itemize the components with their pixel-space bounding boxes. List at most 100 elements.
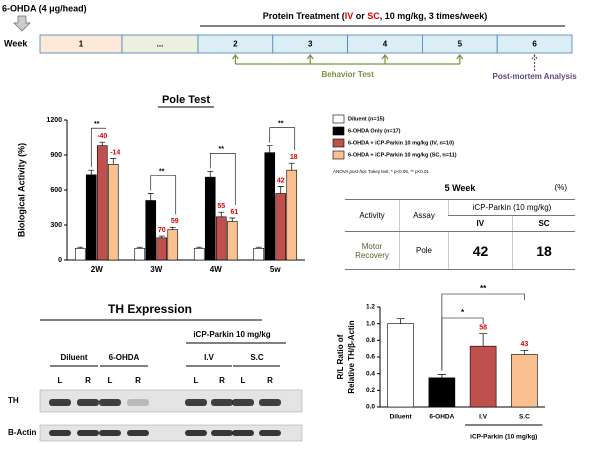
- bar: [145, 200, 157, 261]
- group-label: I.V: [204, 353, 214, 362]
- week-number: 1: [79, 40, 84, 49]
- bar: [96, 145, 108, 261]
- y-tick-label: 900: [50, 152, 62, 159]
- error-bar: [169, 226, 176, 230]
- error-bar: [147, 193, 154, 201]
- significance-bracket: [90, 127, 106, 168]
- week-label: Week: [4, 38, 28, 48]
- actin-band: [99, 430, 121, 436]
- value-note: -14: [110, 149, 120, 156]
- lane-label: R: [267, 376, 273, 385]
- y-tick-label: 300: [50, 222, 62, 229]
- legend-label: 6-OHDA Only (n=17): [348, 128, 401, 134]
- bar: [275, 193, 287, 261]
- bar: [85, 174, 97, 261]
- value-note: 58: [479, 325, 487, 332]
- header-cell: Assay: [399, 199, 449, 232]
- x-tick-label: I.V: [479, 414, 488, 421]
- treatment-text: or: [353, 11, 367, 21]
- y-tick-label: 0.0: [366, 404, 375, 411]
- blot-title: TH Expression: [108, 302, 192, 316]
- bar: [156, 237, 168, 261]
- legend-label: 6-OHDA + iCP-Parkin 10 mg/kg (SC, n=11): [348, 152, 457, 158]
- behavior-arrow: [381, 54, 389, 64]
- x-tick-label: 5w: [270, 265, 281, 274]
- footnote-text: Tukey test, * p<0.05, ** p<0.01: [367, 169, 430, 174]
- bar: [107, 164, 119, 261]
- th-band: [185, 399, 207, 406]
- y-axis-label: Relative TH/β-Actin: [347, 320, 356, 393]
- y-tick-label: 0.2: [366, 387, 375, 394]
- week-number: ...: [157, 40, 164, 49]
- value-note: 18: [290, 154, 298, 161]
- table-title: 5 Week: [444, 183, 476, 193]
- error-bar: [396, 318, 405, 324]
- row-label: TH: [8, 396, 19, 405]
- blot-strip: [39, 389, 303, 413]
- week-number: 3: [308, 40, 313, 49]
- behavior-arrow: [456, 54, 464, 64]
- error-bar: [196, 246, 203, 249]
- value-note: 61: [230, 209, 238, 216]
- subheader-cell: SC: [512, 215, 575, 232]
- behavior-arrow: [231, 54, 239, 64]
- bar: [204, 176, 216, 261]
- results-table: 5 Week (%) Activity Assay iCP-Parkin (10 m…: [345, 183, 575, 270]
- row-label: B-Actin: [8, 428, 37, 437]
- actin-band: [259, 430, 281, 436]
- bar: [167, 229, 179, 261]
- week-cell: [496, 34, 573, 54]
- blot: TH Expression iCP-Parkin 10 mg/kg Diluen…: [8, 302, 303, 442]
- y-tick-label: 0: [58, 257, 62, 264]
- error-bar: [110, 158, 117, 165]
- bar: [428, 377, 456, 408]
- error-bar: [479, 333, 488, 347]
- week-number: 5: [458, 40, 463, 49]
- bar: [215, 216, 227, 261]
- bar: [511, 354, 538, 408]
- significance-bracket: [209, 153, 236, 205]
- bar: [264, 152, 276, 261]
- footnote-text: post-hoc: [348, 169, 367, 174]
- significance-bracket: [269, 127, 296, 151]
- actin-band: [77, 430, 99, 436]
- error-bar: [437, 374, 446, 378]
- y-axis-label: Biological Activity (%): [16, 143, 26, 237]
- legend-swatch: [332, 138, 345, 148]
- chart-title: Pole Test: [162, 94, 210, 106]
- treatment-label: Protein Treatment (IV or SC, 10 mg/kg, 3…: [263, 11, 488, 21]
- error-bar: [77, 246, 84, 249]
- th-band: [259, 399, 281, 406]
- legend-swatch: [332, 150, 345, 160]
- lane-label: L: [241, 376, 246, 385]
- bar: [226, 221, 238, 261]
- treatment-label: iCP-Parkin 10 mg/kg: [193, 330, 270, 339]
- legend-swatch: [332, 126, 345, 136]
- x-tick-label: 4W: [210, 265, 222, 274]
- cell: 42: [448, 231, 513, 270]
- significance-label: **: [94, 121, 100, 128]
- y-tick-label: 1.0: [366, 320, 375, 327]
- error-bar: [88, 169, 95, 175]
- injection-label: 6-OHDA (4 μg/head): [2, 3, 87, 13]
- error-bar: [520, 349, 529, 355]
- lane-label: L: [108, 376, 113, 385]
- error-bar: [99, 141, 106, 146]
- behavior-label: Behavior Test: [321, 70, 374, 79]
- th-chart: R/L Ratio of Relative TH/β-Actin 0.0 0.2 0…: [336, 284, 545, 441]
- y-tick-label: 600: [50, 187, 62, 194]
- footnote: ANOVA post-hoc Tukey test, * p<0.05, ** …: [333, 169, 429, 174]
- error-bar: [218, 211, 225, 217]
- footnote-text: ANOVA: [333, 169, 349, 174]
- table-caption: 5 Week (%): [345, 183, 575, 195]
- significance-label: **: [159, 168, 165, 175]
- bar: [193, 248, 205, 261]
- error-bar: [266, 145, 273, 153]
- th-band: [211, 399, 233, 406]
- behavior-arrow: [306, 54, 314, 64]
- table-unit: (%): [554, 183, 567, 192]
- actin-band: [211, 430, 233, 436]
- week-number: 2: [233, 40, 238, 49]
- significance-label: *: [461, 308, 465, 317]
- th-band: [99, 399, 121, 406]
